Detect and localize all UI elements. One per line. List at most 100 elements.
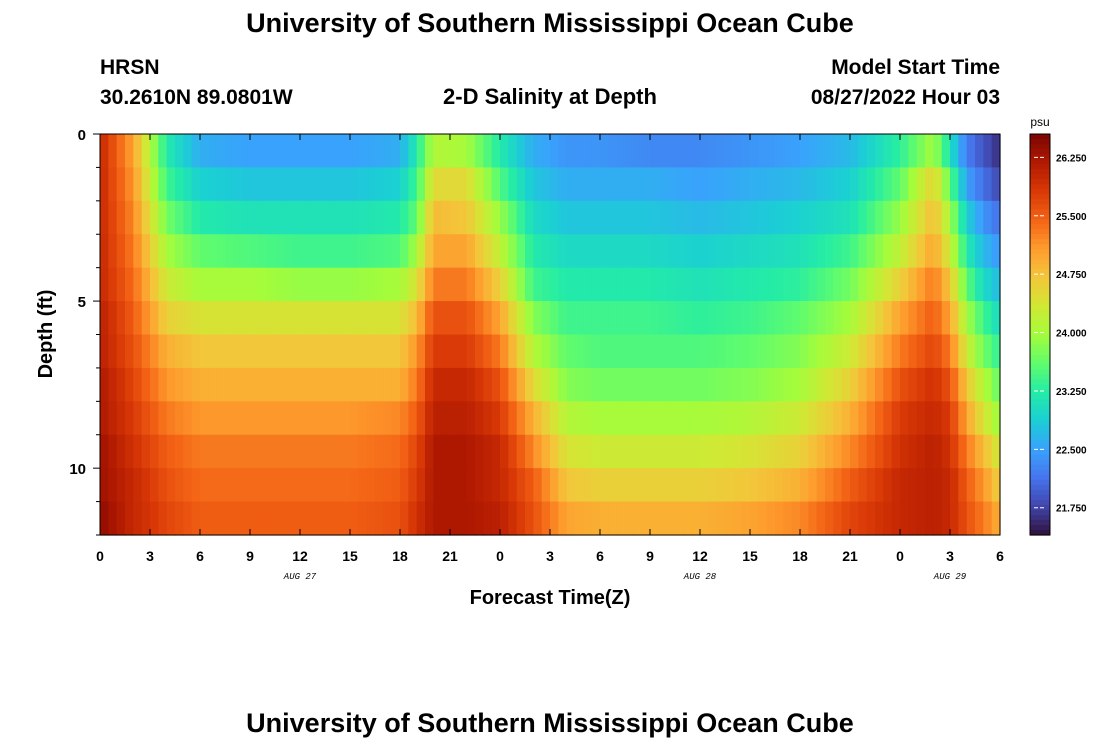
plot-title: 2-D Salinity at Depth <box>443 84 657 109</box>
heatmap-cell <box>525 434 534 469</box>
heatmap-cell <box>366 501 376 536</box>
heatmap-cell <box>283 468 293 503</box>
heatmap-cell <box>683 434 693 469</box>
heatmap-cell <box>566 267 576 302</box>
heatmap-cell <box>216 134 226 169</box>
heatmap-cell <box>100 468 109 503</box>
heatmap-cell <box>858 134 868 169</box>
heatmap-cell <box>691 134 701 169</box>
heatmap-cell <box>683 401 693 436</box>
heatmap-cell <box>533 334 543 369</box>
heatmap-cell <box>366 468 376 503</box>
heatmap-cell <box>691 401 701 436</box>
heatmap-cell <box>300 434 309 469</box>
colorbar-segment <box>1030 409 1050 416</box>
heatmap-cell <box>625 234 634 269</box>
heatmap-cell <box>933 434 943 469</box>
heatmap-cell <box>666 401 676 436</box>
heatmap-cell <box>958 434 968 469</box>
heatmap-cell <box>650 301 659 336</box>
heatmap-cell <box>966 234 976 269</box>
heatmap-cell <box>166 200 176 235</box>
heatmap-cell <box>408 167 418 202</box>
heatmap-cell <box>500 434 509 469</box>
heatmap-cell <box>516 468 526 503</box>
heatmap-cell <box>458 434 468 469</box>
heatmap-cell <box>750 134 759 169</box>
heatmap-cell <box>175 501 184 536</box>
heatmap-cell <box>141 200 151 235</box>
x-tick-label: 9 <box>646 548 654 564</box>
heatmap-cell <box>416 401 426 436</box>
heatmap-cell <box>900 501 909 536</box>
heatmap-cell <box>433 267 443 302</box>
heatmap-cell <box>300 200 309 235</box>
heatmap-cell <box>583 134 593 169</box>
heatmap-cell <box>458 234 468 269</box>
heatmap-cell <box>791 334 801 369</box>
model-start-time: 08/27/2022 Hour 03 <box>810 86 1000 109</box>
colorbar-segment <box>1030 304 1050 311</box>
heatmap-cell <box>375 367 384 402</box>
heatmap-cell <box>608 267 618 302</box>
heatmap-cell <box>841 134 851 169</box>
heatmap-cell <box>150 401 159 436</box>
heatmap-cell <box>833 267 843 302</box>
heatmap-cell <box>416 301 426 336</box>
heatmap-cell <box>233 167 243 202</box>
heatmap-cell <box>750 301 759 336</box>
heatmap-cell <box>308 367 318 402</box>
heatmap-cell <box>500 367 509 402</box>
heatmap-cell <box>508 301 518 336</box>
heatmap-cell <box>666 334 676 369</box>
heatmap-cell <box>200 434 209 469</box>
heatmap-cell <box>133 267 143 302</box>
heatmap-cell <box>166 301 176 336</box>
heatmap-cell <box>216 401 226 436</box>
heatmap-cell <box>383 301 393 336</box>
heatmap-cell <box>950 200 959 235</box>
heatmap-cell <box>433 468 443 503</box>
heatmap-cell <box>200 234 209 269</box>
heatmap-cell <box>983 301 993 336</box>
colorbar-segment <box>1030 139 1050 145</box>
colorbar-segment <box>1030 444 1050 451</box>
heatmap-cell <box>883 134 893 169</box>
heatmap-cell <box>508 501 518 536</box>
heatmap-cell <box>241 434 251 469</box>
heatmap-cell <box>658 401 668 436</box>
heatmap-cell <box>500 301 509 336</box>
heatmap-cell <box>650 200 659 235</box>
heatmap-cell <box>383 501 393 536</box>
heatmap-cell <box>675 200 684 235</box>
heatmap-cell <box>816 200 826 235</box>
heatmap-cell <box>675 401 684 436</box>
heatmap-cell <box>183 501 193 536</box>
heatmap-cell <box>575 200 584 235</box>
heatmap-cell <box>633 234 643 269</box>
heatmap-cell <box>208 167 218 202</box>
heatmap-cell <box>883 267 893 302</box>
heatmap-cell <box>675 267 684 302</box>
heatmap-cell <box>333 401 343 436</box>
heatmap-cell <box>441 234 451 269</box>
heatmap-cell <box>108 334 118 369</box>
heatmap-cell <box>525 167 534 202</box>
heatmap-cell <box>300 167 309 202</box>
heatmap-cell <box>291 468 301 503</box>
heatmap-cell <box>975 134 984 169</box>
heatmap-cell <box>358 167 368 202</box>
heatmap-cell <box>600 468 609 503</box>
heatmap-cell <box>900 434 909 469</box>
heatmap-cell <box>500 134 509 169</box>
heatmap-cell <box>825 434 834 469</box>
heatmap-cell <box>491 501 501 536</box>
heatmap-cell <box>900 367 909 402</box>
heatmap-cell <box>825 401 834 436</box>
heatmap-cell <box>283 334 293 369</box>
heatmap-cell <box>975 468 984 503</box>
heatmap-cell <box>233 501 243 536</box>
heatmap-cell <box>875 501 884 536</box>
heatmap-cell <box>166 167 176 202</box>
heatmap-cell <box>383 200 393 235</box>
